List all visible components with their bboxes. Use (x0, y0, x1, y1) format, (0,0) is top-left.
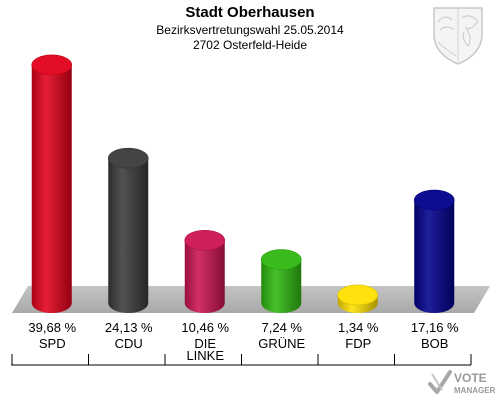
bar-body (31, 64, 72, 313)
value-label: 24,13 % (105, 320, 153, 335)
value-label: 39,68 % (28, 320, 76, 335)
bar-top (337, 284, 379, 306)
bar-gr-ne (260, 249, 302, 313)
value-label: 10,46 % (181, 320, 229, 335)
value-label: 1,34 % (338, 320, 379, 335)
value-label: 7,24 % (262, 320, 303, 335)
bar-body (184, 240, 225, 313)
bar-spd (31, 54, 73, 313)
bar-body (108, 158, 149, 313)
checkmark-icon (428, 370, 452, 394)
bar-cdu (107, 147, 149, 313)
chart-title: Stadt Oberhausen (185, 4, 315, 21)
vote-manager-logo: VOTE MANAGER (428, 370, 496, 395)
chart-subtitle: Bezirksvertretungswahl 25.05.2014 (156, 23, 344, 37)
category-label: DIE (194, 336, 216, 351)
bar-top (184, 229, 226, 251)
bar-bob (413, 189, 455, 313)
bar-fdp (337, 284, 379, 313)
bar-top (107, 147, 149, 169)
brand-line2: MANAGER (454, 386, 496, 395)
brand-line1: VOTE (454, 371, 487, 385)
coat-of-arms-icon (433, 7, 483, 65)
district-label: 2702 Osterfeld-Heide (192, 38, 308, 52)
category-label: BOB (421, 336, 448, 351)
bar-top (413, 189, 455, 211)
bar-body (414, 200, 455, 313)
category-label: CDU (115, 336, 143, 351)
category-label: SPD (39, 336, 66, 351)
category-label: GRÜNE (258, 336, 305, 351)
category-label: FDP (345, 336, 371, 351)
category-label: LINKE (186, 348, 224, 363)
bar-die-linke (184, 229, 226, 313)
bar-body (261, 259, 302, 313)
value-label: 17,16 % (411, 320, 459, 335)
bar-top (31, 54, 73, 76)
bar-top (260, 249, 302, 270)
